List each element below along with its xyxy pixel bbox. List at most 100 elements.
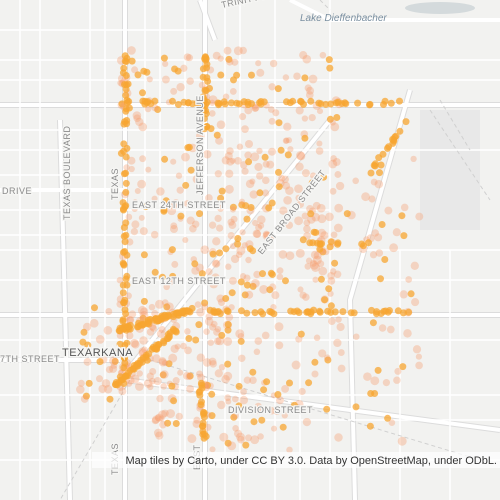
- point: [170, 158, 177, 165]
- point: [377, 275, 384, 283]
- point: [216, 249, 224, 257]
- point: [237, 435, 245, 444]
- point: [77, 379, 85, 387]
- point: [187, 166, 195, 174]
- point: [209, 323, 217, 331]
- point: [150, 324, 157, 332]
- point: [91, 304, 98, 312]
- point: [182, 236, 189, 244]
- point: [183, 371, 191, 380]
- point: [332, 158, 341, 166]
- point: [184, 144, 192, 152]
- point: [215, 136, 224, 145]
- point: [241, 167, 249, 175]
- point: [191, 260, 199, 268]
- point: [326, 115, 334, 123]
- point: [268, 83, 276, 91]
- point: [76, 385, 85, 394]
- point: [261, 189, 270, 197]
- point: [119, 281, 127, 289]
- point: [158, 410, 167, 419]
- point: [160, 54, 168, 62]
- point: [152, 345, 160, 353]
- point: [186, 216, 195, 225]
- point: [201, 303, 209, 311]
- point: [316, 240, 324, 248]
- point: [139, 336, 148, 345]
- point: [192, 220, 200, 228]
- point: [213, 131, 221, 139]
- point: [168, 382, 176, 390]
- point: [148, 303, 156, 311]
- point: [234, 235, 242, 242]
- point: [229, 87, 237, 95]
- point: [215, 101, 222, 109]
- point: [415, 212, 424, 221]
- point: [158, 273, 166, 281]
- point: [170, 397, 178, 405]
- point: [286, 379, 293, 387]
- point: [331, 308, 339, 316]
- point: [350, 309, 358, 317]
- point: [128, 310, 137, 318]
- point: [306, 86, 315, 95]
- point: [410, 155, 417, 163]
- point: [169, 272, 177, 280]
- point: [181, 152, 190, 162]
- point: [257, 433, 264, 440]
- point: [371, 390, 379, 397]
- point: [122, 169, 130, 177]
- point: [384, 414, 392, 422]
- point: [225, 398, 232, 405]
- point: [266, 160, 275, 169]
- point: [238, 201, 246, 209]
- point: [123, 54, 131, 62]
- point: [412, 345, 422, 354]
- point: [152, 415, 161, 424]
- point: [295, 162, 304, 171]
- point: [268, 199, 276, 207]
- point: [237, 332, 245, 340]
- point: [209, 446, 216, 453]
- point: [151, 416, 159, 425]
- point: [371, 229, 379, 237]
- point: [203, 123, 211, 131]
- point: [224, 151, 233, 161]
- point: [208, 390, 216, 398]
- point: [337, 364, 346, 373]
- street-label: EAST 24TH STREET: [132, 200, 226, 210]
- point: [134, 187, 141, 195]
- point: [228, 221, 237, 230]
- point: [327, 272, 335, 280]
- point: [221, 374, 230, 384]
- point: [246, 245, 254, 253]
- point: [312, 255, 322, 265]
- point: [399, 309, 407, 317]
- point: [368, 195, 376, 203]
- point: [247, 204, 255, 211]
- point: [209, 250, 217, 258]
- point: [322, 100, 330, 108]
- point: [235, 251, 243, 259]
- point: [120, 206, 127, 214]
- point: [396, 127, 404, 135]
- point: [105, 365, 114, 374]
- point: [254, 402, 262, 410]
- point: [227, 218, 235, 226]
- point: [304, 84, 312, 92]
- point: [241, 242, 249, 249]
- point: [301, 169, 310, 178]
- point: [297, 286, 304, 293]
- point: [202, 358, 212, 367]
- point: [331, 259, 339, 267]
- point: [119, 69, 127, 77]
- point: [217, 71, 225, 79]
- point: [243, 281, 251, 289]
- point: [334, 239, 342, 247]
- point: [316, 203, 326, 213]
- point: [411, 298, 420, 307]
- point: [327, 238, 335, 246]
- point: [146, 328, 155, 336]
